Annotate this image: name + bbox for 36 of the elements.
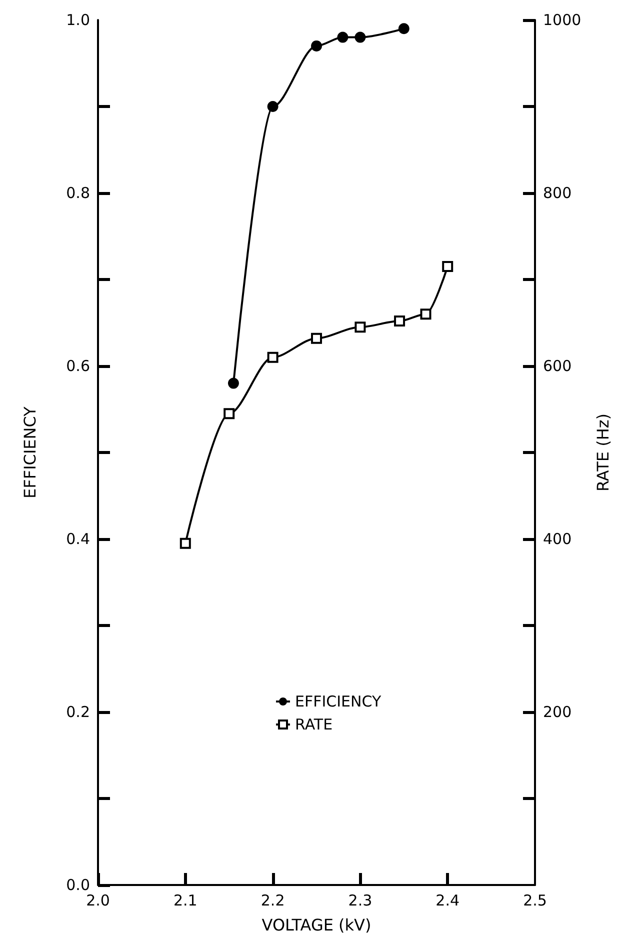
y2-tick-label: 400	[543, 530, 572, 548]
y2-axis-title: RATE (Hz)	[594, 413, 612, 492]
y2-tick-label: 600	[543, 357, 572, 375]
point	[228, 378, 239, 389]
y-tick-label: 0.8	[66, 184, 90, 202]
point	[267, 101, 278, 112]
y2-tick-label: 200	[543, 703, 572, 721]
x-tick-label: 2.3	[348, 892, 372, 910]
point	[420, 308, 432, 320]
y2-tick-label: 800	[543, 184, 572, 202]
y-tick-label: 0.4	[66, 530, 90, 548]
point	[224, 408, 235, 420]
y-tick-label: 1.0	[66, 11, 90, 29]
point	[180, 538, 191, 549]
point	[394, 316, 406, 327]
x-tick-label: 2.2	[260, 892, 285, 910]
y-tick-label: 0.2	[66, 703, 90, 721]
x-tick-label: 2.1	[173, 892, 198, 910]
y-axis-title: EFFICIENCY	[20, 406, 40, 498]
y2-tick-label: 1000	[543, 11, 582, 29]
point	[398, 23, 410, 34]
x-tick-label: 2.5	[523, 892, 547, 910]
y-tick-label: 0.0	[66, 876, 90, 894]
x-tick-label: 2.4	[436, 892, 460, 910]
point	[311, 40, 322, 52]
point	[337, 32, 348, 43]
x-tick-label: 2.0	[86, 892, 110, 910]
point	[354, 322, 366, 333]
x-axis-title: VOLTAGE (kV)	[262, 916, 372, 934]
point	[267, 352, 278, 363]
y-tick-label: 0.6	[66, 357, 90, 375]
legend-label: EFFICIENCY	[295, 692, 382, 710]
legend-label: RATE	[295, 716, 333, 734]
point	[354, 32, 366, 43]
point	[311, 332, 322, 344]
point	[442, 261, 454, 272]
